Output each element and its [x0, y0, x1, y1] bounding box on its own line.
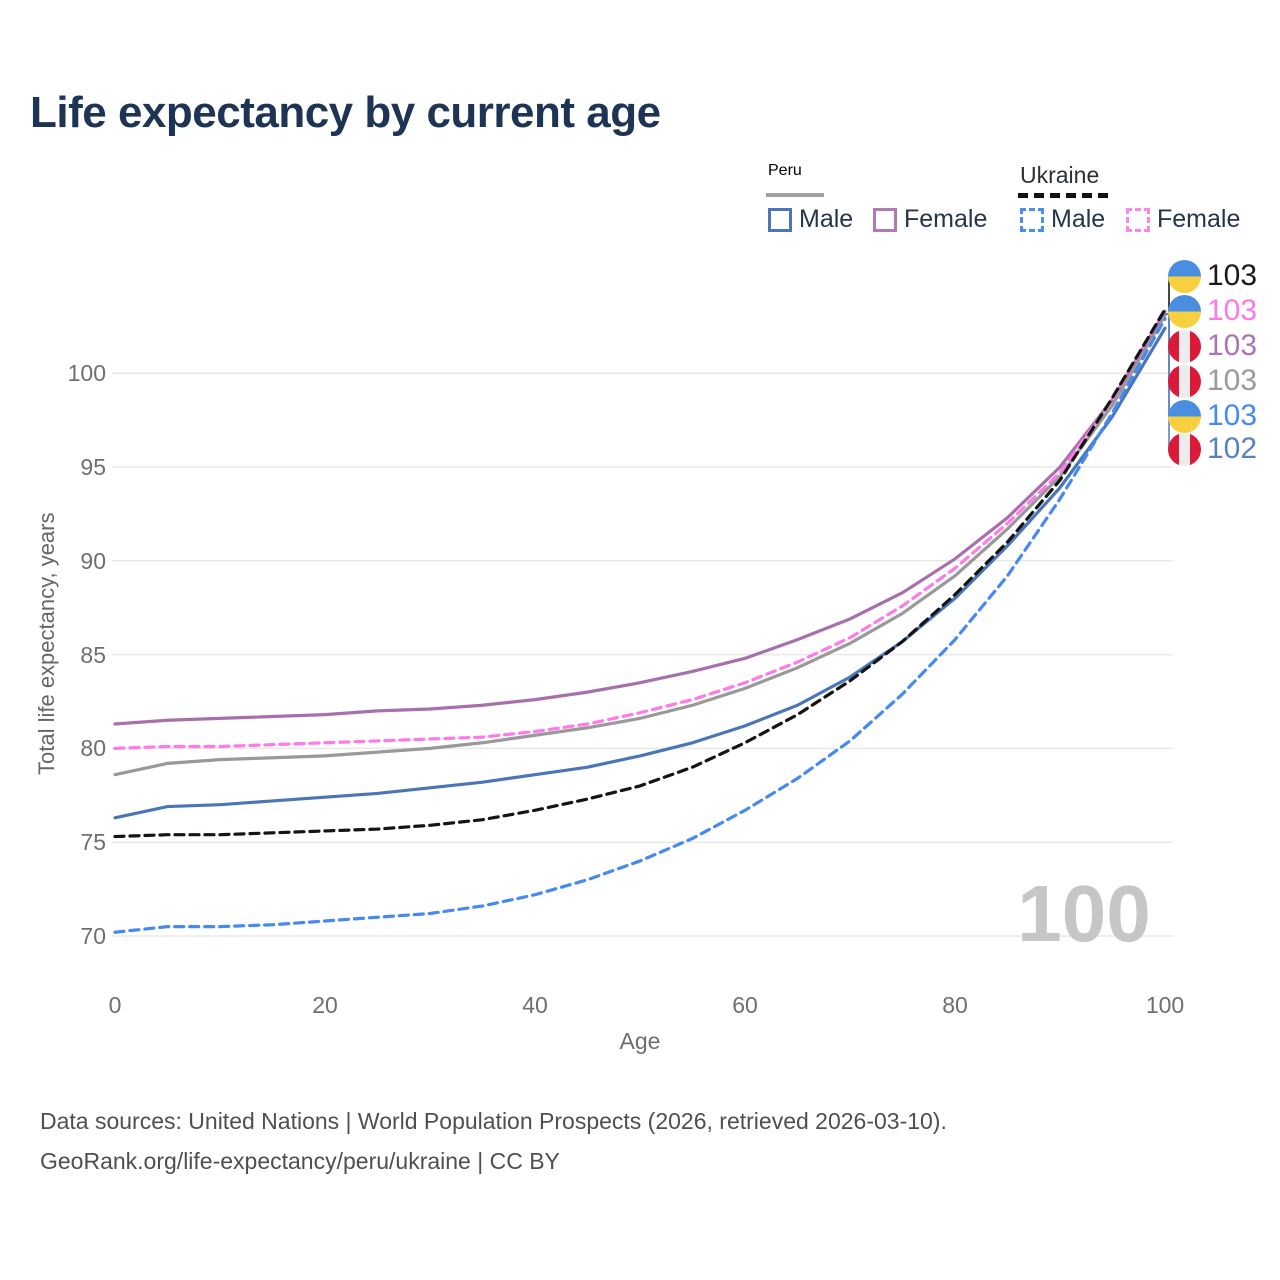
series-line-peru-male — [113, 326, 1167, 820]
ukraine-male-swatch-icon — [1020, 207, 1044, 232]
y-tick-label: 85 — [80, 641, 106, 668]
y-tick-label: 80 — [80, 735, 106, 762]
x-tick-label: 40 — [522, 992, 548, 1018]
y-tick-label: 70 — [80, 923, 106, 949]
legend-peru-linestyle-sample — [766, 193, 824, 197]
series-line-peru-total — [113, 313, 1167, 777]
end-label-peru-total: 103 — [1168, 364, 1257, 398]
x-tick-label: 0 — [108, 992, 122, 1018]
ukraine-flag-icon — [1168, 259, 1201, 293]
ukraine-flag-icon — [1168, 399, 1201, 433]
x-axis-title: Age — [619, 1028, 661, 1054]
page-title: Life expectancy by current age — [30, 88, 661, 137]
peru-female-swatch-icon — [873, 207, 897, 232]
end-label-ukraine-male: 103 — [1168, 399, 1257, 433]
end-value: 103 — [1207, 329, 1258, 362]
end-label-ukraine-female: 103 — [1168, 294, 1257, 328]
peru-flag-icon — [1168, 432, 1201, 466]
x-tick-label: 80 — [942, 992, 968, 1018]
series-line-ukraine-female — [113, 307, 1167, 751]
y-tick-label: 95 — [80, 454, 106, 480]
legend-item-peru-male[interactable]: Male — [768, 205, 853, 234]
end-value: 103 — [1207, 259, 1258, 292]
legend-label: Female — [1157, 205, 1241, 233]
x-tick-label: 100 — [1145, 992, 1185, 1018]
peru-male-swatch-icon — [768, 207, 792, 232]
ukraine-female-swatch-icon — [1126, 207, 1150, 232]
legend-ukraine-linestyle-sample — [1018, 193, 1112, 198]
legend-item-ukraine-male[interactable]: Male — [1020, 205, 1105, 234]
series-line-ukraine-total — [113, 307, 1167, 839]
y-tick-label: 100 — [67, 360, 106, 387]
attribution-link[interactable]: GeoRank.org/life-expectancy/peru/ukraine… — [40, 1148, 560, 1174]
end-value: 103 — [1207, 364, 1258, 397]
series-line-peru-female — [113, 309, 1167, 726]
legend-label: Male — [1051, 205, 1106, 233]
legend-item-peru-female[interactable]: Female — [873, 205, 987, 234]
legend-label: Male — [799, 205, 854, 233]
x-tick-label: 60 — [732, 992, 758, 1018]
end-label-peru-male: 102 — [1168, 432, 1257, 466]
end-label-ukraine-total: 103 — [1168, 259, 1257, 293]
peru-flag-icon — [1168, 329, 1201, 363]
legend-item-ukraine-female[interactable]: Female — [1126, 205, 1240, 234]
y-tick-label: 75 — [80, 829, 106, 856]
gridlines — [112, 372, 1173, 937]
end-value: 102 — [1207, 432, 1258, 465]
end-value: 103 — [1207, 399, 1258, 432]
end-label-peru-female: 103 — [1168, 329, 1257, 363]
legend-ukraine-title: Ukraine — [1020, 162, 1100, 188]
legend-peru-title: Peru — [768, 162, 802, 179]
end-value: 103 — [1207, 294, 1258, 327]
y-tick-label: 90 — [80, 547, 106, 574]
current-age-watermark: 100 — [1017, 869, 1150, 958]
legend-label: Female — [904, 205, 988, 233]
peru-flag-icon — [1168, 364, 1201, 398]
series-lines — [113, 307, 1167, 934]
ukraine-flag-icon — [1168, 294, 1201, 328]
data-sources-text: Data sources: United Nations | World Pop… — [40, 1108, 947, 1134]
x-tick-label: 20 — [312, 992, 338, 1018]
series-line-ukraine-male — [113, 317, 1167, 934]
